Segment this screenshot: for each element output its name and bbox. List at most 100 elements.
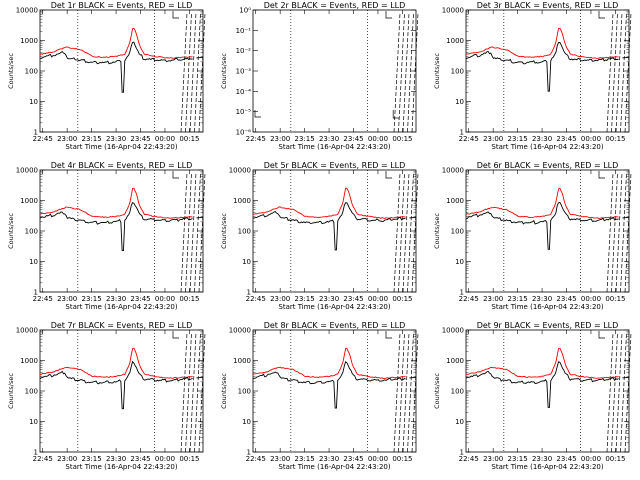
- x-tick-label: 00:15: [605, 135, 625, 143]
- y-axis-label: Counts/sec: [7, 53, 15, 89]
- bracket-marker: [172, 171, 179, 179]
- dashed-marker: [624, 332, 632, 453]
- series-line-events: [39, 360, 193, 410]
- plot-frame: [252, 9, 417, 133]
- dashed-marker: [198, 172, 206, 293]
- x-tick-label: 22:45: [33, 135, 53, 143]
- y-axis-label: Counts/sec: [7, 373, 15, 409]
- y-tick-label: 10⁻²: [236, 47, 252, 55]
- chart-panel-4: Det 4r BLACK = Events, RED = LLD 22:45 23:…: [7, 161, 206, 311]
- dashed-marker: [198, 12, 206, 133]
- x-tick-label: 00:15: [179, 295, 199, 303]
- dashed-marker: [194, 172, 201, 293]
- x-tick-label: 23:30: [319, 295, 339, 303]
- chart-panel-8: Det 8r BLACK = Events, RED = LLD 22:45 23:…: [220, 321, 419, 471]
- x-tick-label: 23:30: [106, 295, 126, 303]
- series-line-events-tail: [622, 56, 630, 59]
- chart-title: Det 1r BLACK = Events, RED = LLD: [51, 1, 193, 10]
- x-tick-label: 23:15: [508, 135, 528, 143]
- x-tick-label: 00:00: [368, 455, 388, 463]
- x-tick-label: 23:15: [82, 295, 102, 303]
- y-tick-label: 10000: [229, 167, 251, 175]
- dashed-marker: [393, 172, 401, 293]
- dashed-marker: [615, 12, 623, 133]
- x-tick-label: 23:45: [343, 135, 363, 143]
- x-tick-label: 22:45: [459, 455, 479, 463]
- y-axis-label: Counts/sec: [433, 53, 441, 89]
- y-tick-label: 1000: [20, 197, 38, 205]
- x-tick-label: 22:45: [459, 295, 479, 303]
- bracket-marker: [598, 171, 605, 179]
- y-tick-label: 100: [238, 228, 251, 236]
- edge-marker: [254, 110, 261, 118]
- y-tick-label: 10⁻⁴: [236, 88, 252, 96]
- dashed-marker: [620, 172, 627, 293]
- dashed-marker: [620, 12, 627, 133]
- dashed-marker: [402, 332, 410, 453]
- x-tick-label: 00:15: [392, 295, 412, 303]
- dashed-marker: [411, 12, 419, 133]
- chart-title: Det 2r BLACK = Events, RED = LLD: [264, 1, 406, 10]
- y-axis-label: Counts/sec: [220, 213, 228, 249]
- dashed-marker: [407, 332, 414, 453]
- x-tick-label: 00:00: [581, 455, 601, 463]
- x-tick-label: 22:45: [33, 455, 53, 463]
- x-tick-label: 23:15: [295, 135, 315, 143]
- series-line-events-tail: [196, 376, 204, 379]
- x-tick-label: 23:30: [319, 455, 339, 463]
- y-tick-label: 10: [242, 258, 251, 266]
- series-line-events-tail: [196, 56, 204, 59]
- dashed-marker: [407, 12, 414, 133]
- x-tick-label: 23:00: [270, 135, 290, 143]
- dashed-marker: [198, 332, 206, 453]
- y-tick-label: 1: [34, 129, 38, 137]
- dashed-marker: [180, 172, 188, 293]
- x-tick-label: 23:45: [556, 455, 576, 463]
- dashed-marker: [189, 332, 197, 453]
- series-line-lld: [465, 187, 619, 219]
- dashed-marker: [393, 332, 401, 453]
- x-axis-label: Start Time (16-Apr-04 22:43:20): [278, 463, 390, 471]
- chart-panel-9: Det 9r BLACK = Events, RED = LLD 22:45 23:…: [433, 321, 632, 471]
- y-tick-label: 10: [455, 258, 464, 266]
- y-axis-label: Counts/sec: [220, 373, 228, 409]
- series-line-events-tail: [622, 376, 630, 379]
- y-tick-label: 1: [34, 449, 38, 457]
- y-tick-label: 10⁻⁶: [236, 129, 252, 137]
- chart-panel-1: Det 1r BLACK = Events, RED = LLD 22:45 23:…: [7, 1, 206, 151]
- dashed-marker: [180, 332, 188, 453]
- chart-panel-5: Det 5r BLACK = Events, RED = LLD 22:45 23:…: [220, 161, 419, 311]
- x-axis-label: Start Time (16-Apr-04 22:43:20): [491, 143, 603, 151]
- x-tick-label: 23:00: [57, 455, 77, 463]
- chart-title: Det 7r BLACK = Events, RED = LLD: [51, 321, 193, 330]
- x-axis-label: Start Time (16-Apr-04 22:43:20): [65, 303, 177, 311]
- x-tick-label: 23:30: [532, 455, 552, 463]
- dashed-marker: [407, 172, 414, 293]
- bracket-marker: [172, 11, 179, 19]
- series-line-events-tail: [196, 216, 204, 219]
- x-tick-label: 23:45: [130, 295, 150, 303]
- x-tick-label: 23:00: [270, 455, 290, 463]
- x-tick-label: 23:45: [343, 295, 363, 303]
- series-line-events: [252, 361, 406, 409]
- series-line-lld: [465, 347, 619, 379]
- dashed-marker: [398, 172, 405, 293]
- y-tick-label: 1: [460, 129, 464, 137]
- series-line-events: [39, 202, 193, 251]
- x-tick-label: 23:15: [82, 135, 102, 143]
- y-tick-label: 100: [451, 228, 464, 236]
- y-tick-label: 1000: [20, 357, 38, 365]
- x-tick-label: 00:15: [179, 135, 199, 143]
- series-line-events: [465, 42, 619, 92]
- y-tick-label: 100: [451, 388, 464, 396]
- y-tick-label: 1000: [446, 197, 464, 205]
- y-tick-label: 10: [455, 418, 464, 426]
- dashed-marker: [611, 332, 618, 453]
- x-tick-label: 00:15: [605, 455, 625, 463]
- y-axis-label: Counts/sec: [7, 213, 15, 249]
- dashed-marker: [606, 172, 614, 293]
- dashed-marker: [624, 172, 632, 293]
- x-tick-label: 22:45: [246, 295, 266, 303]
- chart-title: Det 8r BLACK = Events, RED = LLD: [264, 321, 406, 330]
- x-tick-label: 22:45: [459, 135, 479, 143]
